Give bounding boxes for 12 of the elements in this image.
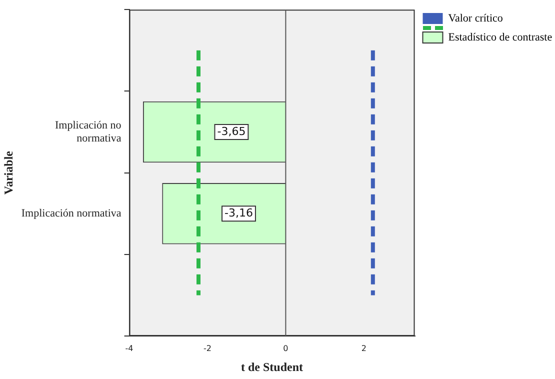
legend-label: Estadístico de contraste [448,31,552,44]
y-axis-title: Variable [1,150,16,195]
legend-label: Valor crítico [448,12,504,24]
x-tick-label: -2 [204,344,212,353]
y-tick-label: Implicación normativa [21,207,122,220]
x-tick-label: -4 [125,344,134,353]
data-label: -3,16 [224,206,253,220]
x-tick-label: 2 [361,344,366,353]
x-axis-title: t de Student [241,360,304,374]
data-label: -3,65 [217,124,246,138]
y-tick-label: Implicación no normativa [54,119,122,144]
x-tick-label: 0 [283,344,288,353]
